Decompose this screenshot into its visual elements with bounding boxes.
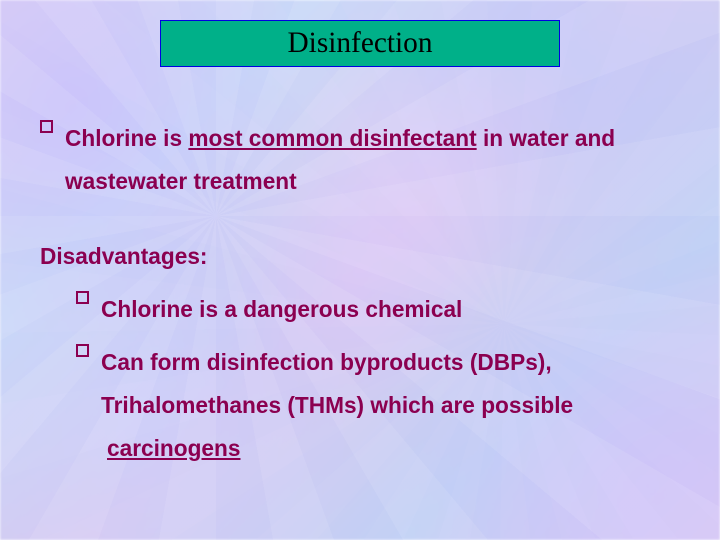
bullet-square-icon [76, 344, 89, 357]
sub-bullet-text: Chlorine is a dangerous chemical [101, 288, 462, 331]
text-segment: Trihalomethanes (THMs) which are possibl… [101, 392, 573, 418]
disadvantages-heading: Disadvantages: [40, 243, 680, 270]
text-underlined: most common disinfectant [188, 125, 476, 151]
sub-bullet-text: Can form disinfection byproducts (DBPs),… [101, 341, 573, 470]
text-segment: wastewater treatment [65, 168, 297, 194]
slide-content: Disinfection Chlorine is most common dis… [0, 0, 720, 500]
sub-bullet-item: Can form disinfection byproducts (DBPs),… [76, 341, 680, 470]
text-segment: Can form disinfection byproducts (DBPs), [101, 349, 552, 375]
main-bullet-item: Chlorine is most common disinfectant in … [40, 117, 680, 203]
text-segment: in water and [477, 125, 615, 151]
bullet-square-icon [76, 291, 89, 304]
sub-bullet-item: Chlorine is a dangerous chemical [76, 288, 680, 331]
main-bullet-text: Chlorine is most common disinfectant in … [65, 117, 615, 203]
bullet-square-icon [40, 120, 53, 133]
title-box: Disinfection [160, 20, 560, 67]
sub-bullet-list: Chlorine is a dangerous chemical Can for… [40, 288, 680, 470]
slide-title: Disinfection [288, 27, 433, 59]
text-segment: Chlorine is [65, 125, 188, 151]
text-underlined: carcinogens [107, 435, 240, 461]
